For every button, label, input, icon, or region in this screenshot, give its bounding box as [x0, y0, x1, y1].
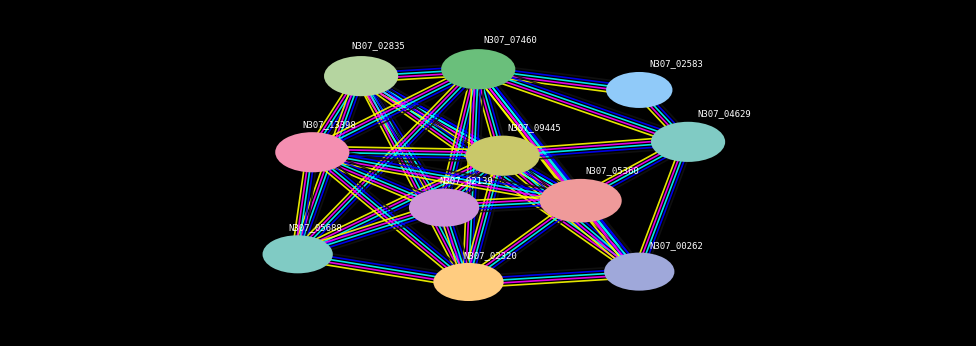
Text: N307_02835: N307_02835 [351, 41, 405, 50]
Text: N307_02139: N307_02139 [439, 176, 493, 185]
Ellipse shape [466, 136, 540, 176]
Text: N307_00262: N307_00262 [649, 241, 703, 250]
Ellipse shape [275, 132, 349, 172]
Ellipse shape [433, 263, 504, 301]
Text: N307_05688: N307_05688 [288, 223, 342, 232]
Text: N307_07460: N307_07460 [483, 35, 537, 44]
Text: N307_13398: N307_13398 [303, 120, 356, 129]
Ellipse shape [606, 72, 672, 108]
Text: N307_02583: N307_02583 [649, 60, 703, 69]
Text: N307_05360: N307_05360 [586, 166, 639, 175]
Ellipse shape [604, 253, 674, 291]
Ellipse shape [409, 189, 479, 227]
Ellipse shape [324, 56, 398, 96]
Text: N307_04629: N307_04629 [698, 109, 752, 118]
Ellipse shape [540, 179, 622, 222]
Ellipse shape [263, 235, 333, 273]
Text: N307_09445: N307_09445 [508, 123, 561, 132]
Ellipse shape [651, 122, 725, 162]
Ellipse shape [441, 49, 515, 89]
Text: N307_02320: N307_02320 [464, 251, 517, 260]
